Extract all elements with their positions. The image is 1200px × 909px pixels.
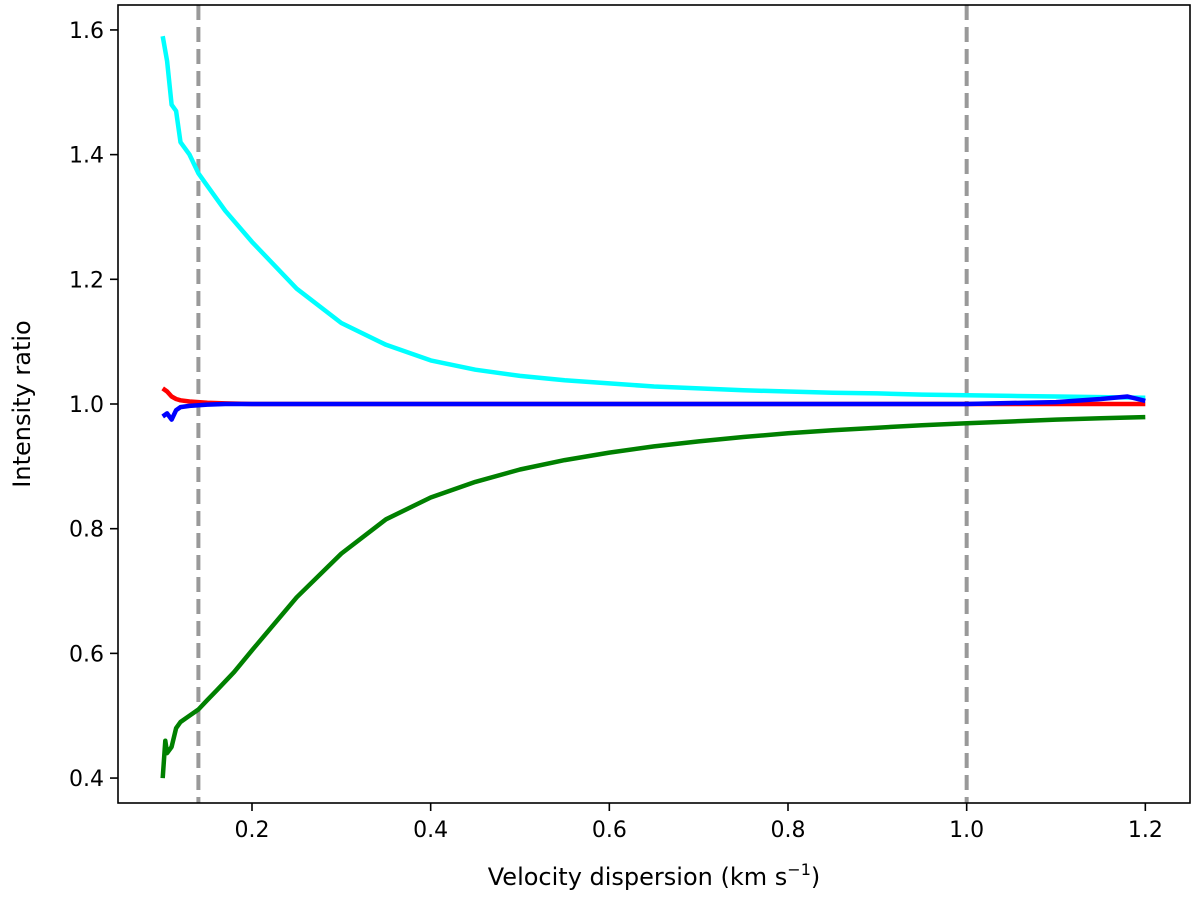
x-tick-label: 1.0 <box>949 818 984 843</box>
y-tick-label: 0.8 <box>69 518 104 543</box>
y-axis-ticks: 0.4 0.6 0.8 1.0 1.2 1.4 1.6 <box>69 19 118 792</box>
x-axis-label-superscript: −1 <box>787 860 811 879</box>
chart-marks <box>160 5 1146 803</box>
series-line-1 <box>160 35 1146 401</box>
y-tick-label: 1.2 <box>69 268 104 293</box>
y-tick-label: 0.6 <box>69 642 104 667</box>
x-axis-label-main: Velocity dispersion (km s <box>488 863 788 891</box>
series-line-3 <box>161 394 1146 422</box>
x-tick-label: 0.8 <box>771 818 806 843</box>
x-tick-label: 0.6 <box>592 818 627 843</box>
x-axis-label: Velocity dispersion (km s−1) <box>488 860 821 891</box>
series-line-4 <box>160 414 1146 779</box>
y-tick-label: 1.6 <box>69 19 104 44</box>
y-tick-label: 1.0 <box>69 393 104 418</box>
x-axis-ticks: 0.2 0.4 0.6 0.8 1.0 1.2 <box>235 803 1163 843</box>
x-axis-label-close: ) <box>811 863 820 891</box>
y-axis-label: Intensity ratio <box>8 320 36 487</box>
x-tick-label: 0.2 <box>235 818 270 843</box>
y-tick-label: 0.4 <box>69 767 104 792</box>
x-tick-label: 1.2 <box>1128 818 1163 843</box>
y-tick-label: 1.4 <box>69 144 104 169</box>
x-tick-label: 0.4 <box>413 818 448 843</box>
